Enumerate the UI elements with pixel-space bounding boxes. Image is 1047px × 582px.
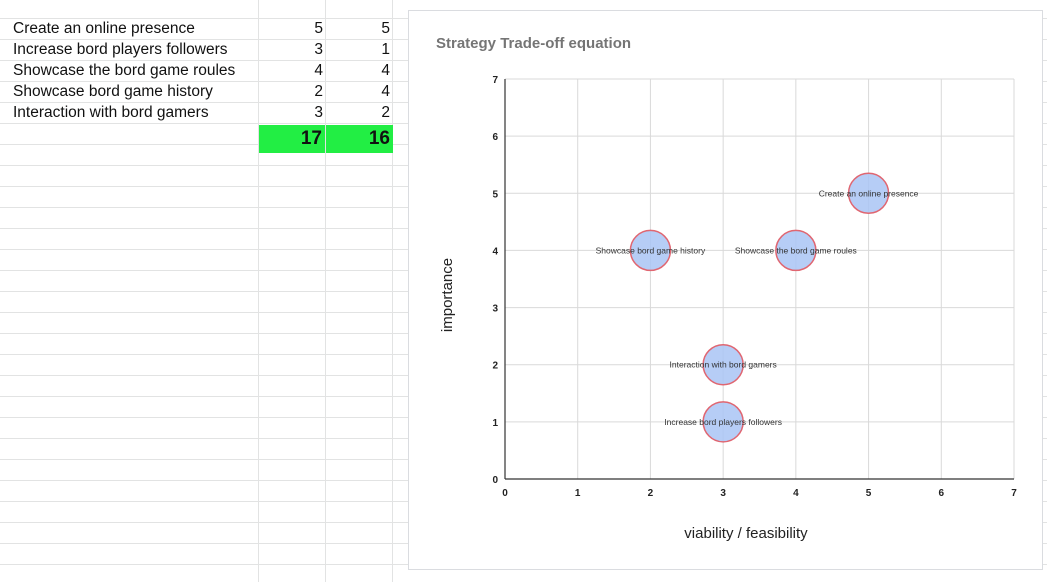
bubble-label: Increase bord players followers bbox=[664, 417, 782, 427]
bubble-label: Showcase the bord game roules bbox=[735, 245, 857, 255]
bubble-label: Create an online presence bbox=[819, 188, 919, 198]
cell-value-a[interactable]: 2 bbox=[314, 83, 323, 100]
bubble-point bbox=[775, 229, 817, 272]
bubble-point bbox=[702, 343, 744, 386]
chart-card[interactable]: Strategy Trade-off equation 0 1 2 3 4 5 6 7 0 1 2 3… bbox=[408, 10, 1043, 570]
table-row: Interaction with bord gamers 3 2 bbox=[0, 102, 400, 123]
y-tick-label: 5 bbox=[492, 189, 498, 200]
cell-label[interactable]: Increase bord players followers bbox=[13, 41, 228, 58]
y-axis-label: importance bbox=[439, 258, 456, 332]
scatter-chart: Strategy Trade-off equation 0 1 2 3 4 5 6 7 0 1 2 3… bbox=[436, 35, 1017, 542]
bubble-label: Interaction with bord gamers bbox=[670, 360, 777, 370]
x-axis-label: viability / feasibility bbox=[684, 525, 808, 542]
cell-value-b[interactable]: 2 bbox=[381, 104, 390, 121]
bubble-label: Showcase bord game history bbox=[596, 245, 706, 255]
cell-value-b[interactable]: 4 bbox=[381, 83, 390, 100]
y-tick-label: 2 bbox=[492, 361, 498, 372]
x-tick-label: 0 bbox=[502, 488, 508, 499]
y-tick-label: 3 bbox=[492, 304, 498, 315]
cell-value-b[interactable]: 5 bbox=[381, 20, 390, 37]
total-cell-a[interactable]: 17 bbox=[259, 125, 325, 153]
table-row: Increase bord players followers 3 1 bbox=[0, 39, 400, 60]
cell-value-a[interactable]: 3 bbox=[314, 41, 323, 58]
cell-label[interactable]: Create an online presence bbox=[13, 20, 195, 37]
axes: 0 1 2 3 4 5 6 7 0 1 2 3 4 5 6 7 bbox=[492, 75, 1017, 499]
table-row: Showcase bord game history 2 4 bbox=[0, 81, 400, 102]
cell-value-a[interactable]: 4 bbox=[314, 62, 323, 79]
cell-label[interactable]: Showcase the bord game roules bbox=[13, 62, 236, 79]
column-divider bbox=[392, 0, 393, 582]
cell-value-a[interactable]: 5 bbox=[314, 20, 323, 37]
totals-row: 17 16 bbox=[0, 125, 400, 153]
bubble-point bbox=[702, 401, 744, 443]
column-divider bbox=[258, 0, 259, 582]
chart-title: Strategy Trade-off equation bbox=[436, 35, 631, 52]
total-value-a: 17 bbox=[300, 128, 322, 149]
total-value-b: 16 bbox=[368, 128, 390, 149]
cell-label[interactable]: Interaction with bord gamers bbox=[13, 104, 209, 121]
x-tick-label: 1 bbox=[575, 488, 581, 499]
x-tick-label: 7 bbox=[1011, 488, 1017, 499]
table-row: Showcase the bord game roules 4 4 bbox=[0, 60, 400, 81]
table-row: Create an online presence 5 5 bbox=[0, 18, 400, 39]
bubble-point bbox=[629, 229, 672, 272]
grid-lines bbox=[505, 78, 1015, 479]
cell-label[interactable]: Showcase bord game history bbox=[13, 83, 213, 100]
x-tick-label: 3 bbox=[720, 488, 726, 499]
x-tick-label: 2 bbox=[648, 488, 654, 499]
y-tick-label: 4 bbox=[492, 246, 498, 257]
column-divider bbox=[325, 0, 326, 582]
total-cell-b[interactable]: 16 bbox=[326, 125, 393, 153]
bubbles: Create an online presence Increase bord p… bbox=[596, 172, 919, 443]
bubble-point bbox=[847, 172, 890, 215]
y-tick-label: 0 bbox=[492, 475, 498, 486]
x-tick-label: 5 bbox=[866, 488, 872, 499]
cell-value-b[interactable]: 4 bbox=[381, 62, 390, 79]
cell-value-a[interactable]: 3 bbox=[314, 104, 323, 121]
cell-value-b[interactable]: 1 bbox=[381, 41, 390, 58]
y-tick-label: 1 bbox=[492, 418, 498, 429]
y-tick-label: 7 bbox=[492, 75, 498, 86]
x-tick-label: 4 bbox=[793, 488, 799, 499]
y-tick-label: 6 bbox=[492, 132, 498, 143]
x-tick-label: 6 bbox=[939, 488, 945, 499]
